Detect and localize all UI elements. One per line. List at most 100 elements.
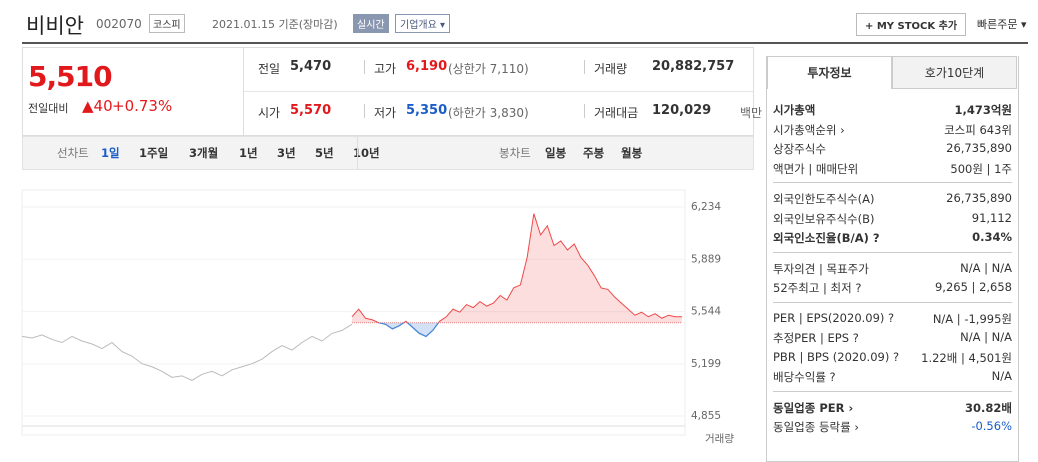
plot-frame <box>21 189 686 436</box>
info-label: 동일업종 PER › <box>773 400 854 415</box>
period-tab[interactable]: 1일 <box>101 146 120 160</box>
info-label: 52주최고 | 최저 ? <box>773 281 862 295</box>
change-label: 전일대비 <box>28 102 69 115</box>
info-row: 시가총액순위 › 코스피 643위 <box>773 122 1012 141</box>
realtime-badge: 실시간 <box>353 14 389 33</box>
stock-name: 비비안 <box>26 14 84 38</box>
info-tab[interactable]: 호가10단계 <box>892 56 1017 89</box>
period-tab[interactable]: 10년 <box>353 146 380 160</box>
info-label: 추정PER | EPS ? <box>773 331 859 345</box>
info-value: -0.56% <box>971 419 1012 433</box>
cell-divider <box>584 104 585 118</box>
y-tick-label: 4,855 <box>691 410 721 422</box>
quick-order[interactable]: 빠른주문 ▾ <box>977 18 1027 31</box>
quote-value: 20,882,757 <box>652 59 735 74</box>
info-label: 동일업종 등락률 › <box>773 420 859 434</box>
period-tab[interactable]: 1주일 <box>139 146 169 160</box>
quote-label: 거래량 <box>594 62 628 76</box>
quote-value: 120,029 <box>652 103 712 118</box>
info-row: 추정PER | EPS ? N/A | N/A <box>773 330 1012 349</box>
info-row: 외국인소진율(B/A) ? 0.34% <box>773 230 1012 249</box>
info-row: 시가총액 1,473억원 <box>773 102 1012 121</box>
quote-label: 저가 <box>374 106 397 120</box>
mystock-button[interactable]: + MY STOCK 추가 <box>856 13 967 36</box>
area-down <box>352 322 682 337</box>
section-divider <box>773 301 1012 303</box>
quote-note: 백만 <box>740 106 763 120</box>
info-value: N/A <box>991 369 1012 383</box>
info-row: 상장주식수 26,735,890 <box>773 141 1012 160</box>
info-row: 동일업종 PER › 30.82배 <box>773 400 1012 419</box>
price-box <box>22 47 243 136</box>
info-value: 코스피 643위 <box>944 122 1012 137</box>
chart: 6,234 5,889 5,544 5,199 4,855 거래량 <box>21 189 734 445</box>
candle-tab[interactable]: 주봉 <box>583 146 605 160</box>
info-row: 외국인한도주식수(A) 26,735,890 <box>773 191 1012 210</box>
info-value: 500원 | 1주 <box>950 161 1012 176</box>
info-value: 9,265 | 2,658 <box>934 280 1012 294</box>
tab-label[interactable]: 선차트 <box>57 146 89 160</box>
y-tick-label: 6,234 <box>691 201 721 213</box>
cell-divider <box>584 60 585 74</box>
info-value: 91,112 <box>971 210 1012 225</box>
change: ▲40 <box>82 97 113 115</box>
tab-label[interactable]: 봉차트 <box>499 146 531 160</box>
market-badge: 코스피 <box>149 14 185 33</box>
info-tab[interactable]: 투자정보 <box>767 56 892 89</box>
period-tab[interactable]: 3개월 <box>189 146 219 160</box>
rate: +0.73% <box>112 97 173 115</box>
info-label: 액면가 | 매매단위 <box>773 161 859 176</box>
y-tick-label: 5,889 <box>691 253 721 265</box>
y-tick-label: 5,544 <box>691 306 721 318</box>
candle-tab[interactable]: 일봉 <box>545 146 567 160</box>
info-label: 배당수익률 ? <box>773 370 836 384</box>
quote-label: 시가 <box>258 106 281 120</box>
info-value: 26,735,890 <box>946 141 1012 155</box>
info-label: PBR | BPS (2020.09) ? <box>773 349 900 364</box>
y-tick-label: 5,199 <box>691 358 721 370</box>
info-row: 52주최고 | 최저 ? 9,265 | 2,658 <box>773 280 1012 299</box>
section-divider <box>773 182 1012 183</box>
info-value: N/A | N/A <box>960 330 1012 344</box>
info-label: 시가총액 <box>773 103 816 117</box>
info-value: N/A | N/A <box>960 260 1012 275</box>
info-label: 투자의견 | 목표주가 <box>773 261 869 276</box>
candle-tab[interactable]: 월봉 <box>621 146 643 160</box>
overview-button[interactable]: 기업개요 ▾ <box>395 14 450 33</box>
info-row: 액면가 | 매매단위 500원 | 1주 <box>773 161 1012 180</box>
quote-value: 5,470 <box>290 59 332 74</box>
line <box>21 323 353 381</box>
row-divider <box>244 91 753 92</box>
cell-divider <box>364 104 365 118</box>
quote-value: 5,350 <box>406 103 448 118</box>
section-divider <box>773 251 1012 253</box>
quote-value: 5,570 <box>290 103 332 118</box>
stock-code: 002070 <box>96 17 142 31</box>
volume-label: 거래량 <box>705 433 734 445</box>
info-row: 외국인보유주식수(B) 91,112 <box>773 211 1012 230</box>
area-up <box>352 213 682 323</box>
period-tab[interactable]: 5년 <box>315 146 334 160</box>
period-tab[interactable]: 1년 <box>239 146 258 160</box>
date: 2021.01.15 기준(장마감) <box>212 18 338 31</box>
quote-table: 전일 5,470 고가 6,190 (상한가 7,110) 거래량 20,882,757 시가… <box>243 47 762 136</box>
info-row: 배당수익률 ? N/A <box>773 369 1012 388</box>
info-value: N/A | -1,995원 <box>932 311 1012 326</box>
info-label: PER | EPS(2020.09) ? <box>773 310 895 325</box>
info-row: PBR | BPS (2020.09) ? 1.22배 | 4,501원 <box>773 350 1012 369</box>
quote-label: 전일 <box>258 62 281 76</box>
quote-label: 고가 <box>374 62 397 76</box>
quote-label: 거래대금 <box>594 106 639 120</box>
info-label: 상장주식수 <box>773 142 826 156</box>
info-label: 외국인소진율(B/A) ? <box>773 231 880 245</box>
divider <box>22 42 1028 44</box>
info-value: 1,473억원 <box>954 103 1012 117</box>
info-label: 외국인한도주식수(A) <box>773 192 875 206</box>
tab-divider[interactable] <box>357 137 358 169</box>
info-row: 동일업종 등락률 › -0.56% <box>773 419 1012 438</box>
info-value: 26,735,890 <box>946 191 1012 205</box>
period-tab[interactable]: 3년 <box>277 146 296 160</box>
info-label: 외국인보유주식수(B) <box>773 211 875 226</box>
